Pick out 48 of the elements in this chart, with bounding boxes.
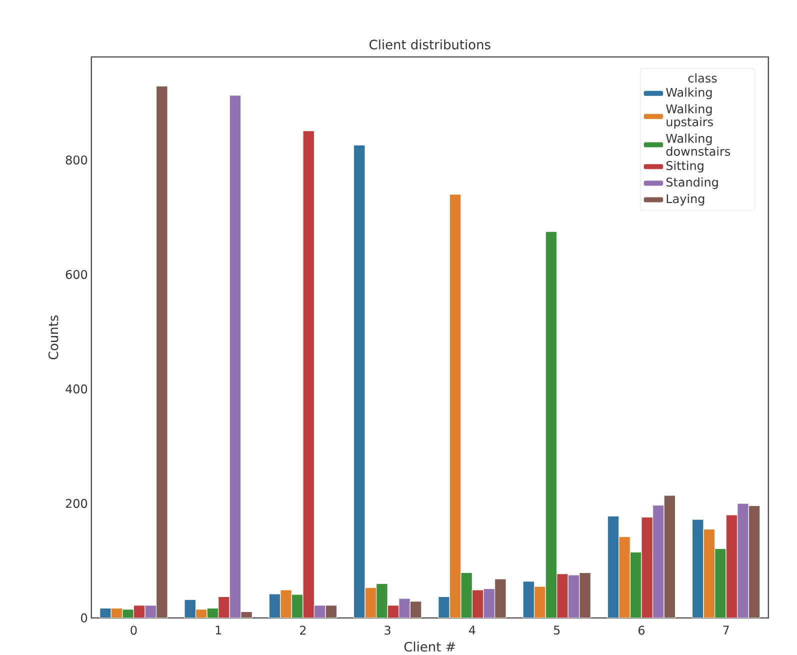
bar	[229, 95, 242, 618]
x-tick-label: 3	[384, 626, 390, 635]
bar	[494, 578, 506, 618]
bar	[692, 519, 704, 618]
bar	[268, 594, 281, 618]
x-tick-label: 6	[638, 626, 645, 635]
x-tick-label: 5	[554, 626, 560, 635]
bar	[522, 581, 535, 618]
chart-title: Client distributions	[370, 39, 490, 50]
x-tick-label: 0	[130, 626, 137, 635]
bar	[410, 601, 422, 618]
x-tick-label: 4	[468, 626, 476, 634]
bar	[156, 86, 168, 618]
bar	[483, 588, 496, 618]
legend-label: Sitting	[666, 160, 704, 172]
legend-label: Walking upstairs	[666, 104, 713, 129]
bar	[100, 608, 112, 618]
y-tick-label: 600	[66, 270, 88, 280]
y-tick-label: 800	[66, 155, 88, 165]
bar	[737, 503, 749, 618]
bar	[438, 596, 450, 618]
x-tick-label: 7	[723, 626, 729, 634]
bar	[364, 587, 377, 618]
bar	[748, 505, 760, 618]
bar	[398, 598, 410, 618]
legend-label: Standing	[666, 177, 718, 189]
bar	[664, 495, 676, 618]
legend-label: Laying	[666, 194, 704, 206]
bar	[579, 572, 591, 618]
bar	[607, 516, 620, 618]
x-tick-label: 1	[216, 626, 222, 634]
y-tick-label: 200	[66, 498, 88, 508]
bar	[449, 194, 462, 618]
bar	[652, 504, 664, 618]
legend-label: Walking	[666, 88, 712, 100]
y-tick-label: 0	[81, 613, 88, 622]
y-axis-title: Counts	[48, 316, 58, 360]
bar	[534, 586, 546, 618]
bar	[280, 590, 292, 618]
bar	[703, 528, 716, 618]
legend-title: class	[688, 73, 717, 83]
x-axis-title: Client #	[404, 642, 456, 652]
bar	[618, 536, 630, 618]
legend-label: Walking downstairs	[666, 134, 730, 156]
bar	[568, 574, 580, 618]
x-tick-label: 2	[300, 626, 306, 635]
y-tick-label: 400	[66, 384, 88, 394]
bar	[353, 144, 366, 618]
